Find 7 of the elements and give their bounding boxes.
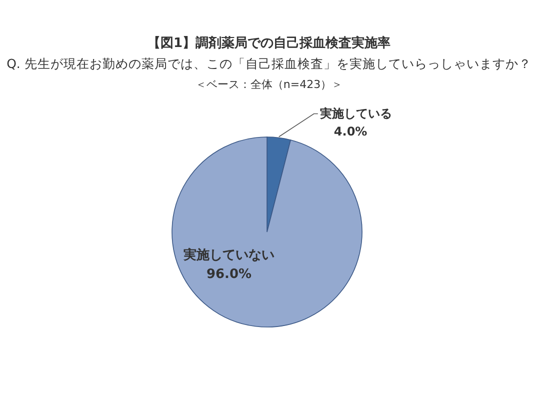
slice-label: 実施している: [318, 106, 392, 121]
chart-title: 【図1】調剤薬局での自己採血検査実施率: [147, 35, 391, 51]
data-label: 4.0%: [334, 124, 368, 139]
data-label: 96.0%: [206, 267, 252, 282]
slice-label: 実施していない: [182, 247, 274, 263]
chart-subtitle: Q. 先生が現在お勤めの薬局では、この「自己採血検査」を実施していらっしゃいますか？: [6, 56, 532, 71]
text: ＜ベース：全体（n=423）＞: [195, 78, 343, 91]
